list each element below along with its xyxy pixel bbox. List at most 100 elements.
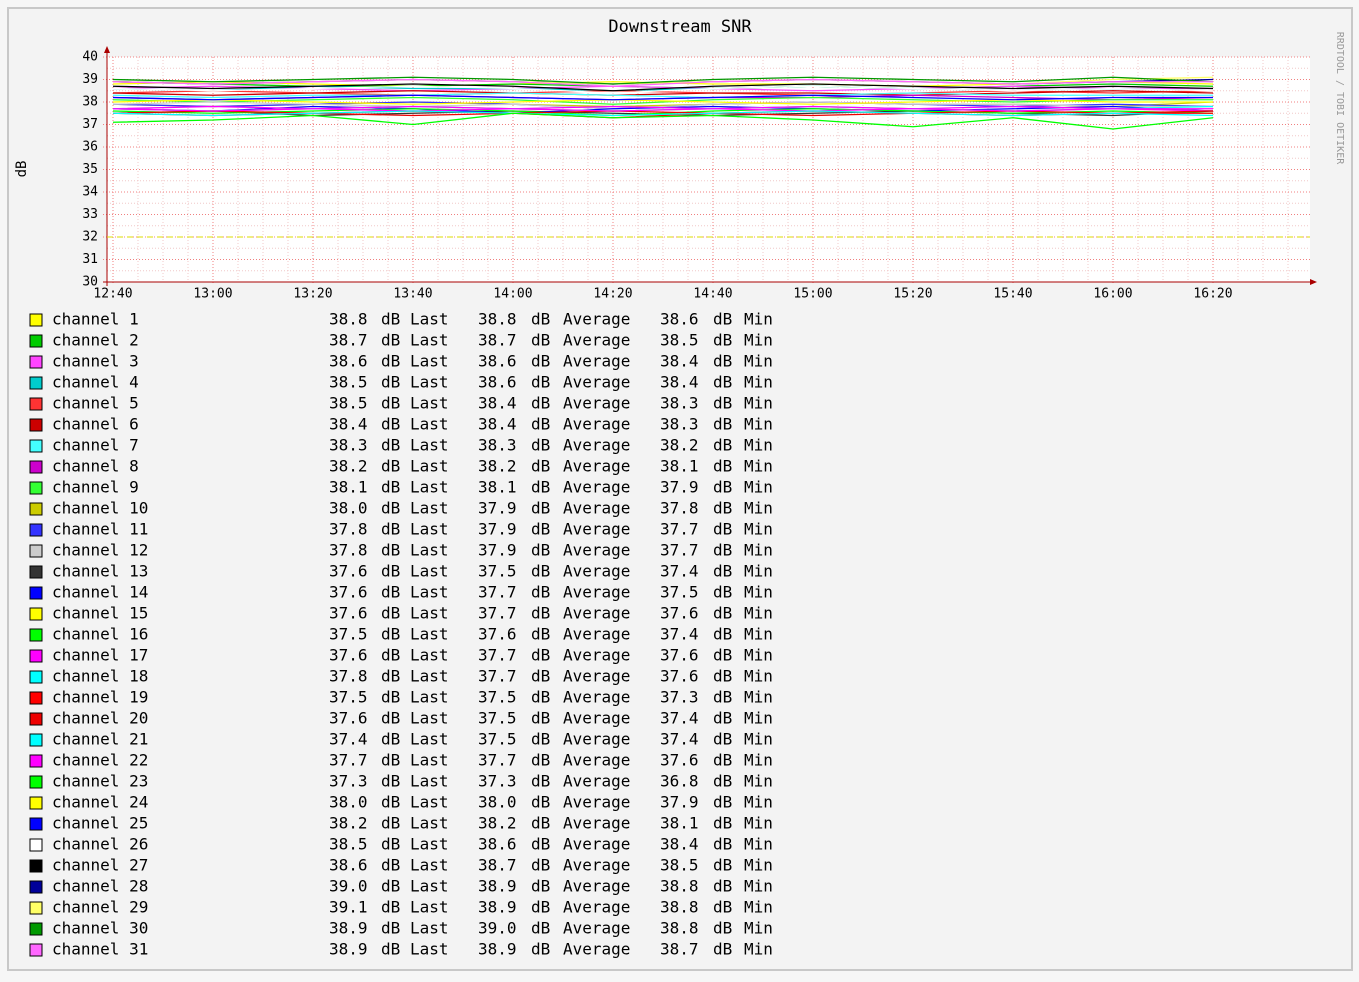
stat-value: 37.4	[329, 730, 368, 749]
series-line	[112, 85, 1214, 94]
stat-value: 37.5	[478, 730, 517, 749]
stat-value: 38.3	[660, 394, 699, 413]
stat-unit: dB	[531, 541, 550, 560]
stat-unit: dB	[531, 667, 550, 686]
stat-name: Min	[744, 814, 773, 833]
stat-value: 38.2	[478, 814, 517, 833]
stat-name: Average	[563, 394, 630, 413]
legend-label: channel 15	[52, 604, 148, 623]
stat-name: Min	[744, 520, 773, 539]
x-tick-label: 14:40	[693, 287, 732, 302]
stat-value: 37.9	[660, 478, 699, 497]
legend-swatch	[29, 565, 43, 579]
stat-value: 37.4	[660, 730, 699, 749]
x-tick-label: 15:40	[993, 287, 1032, 302]
stat-unit: dB	[531, 940, 550, 959]
stat-name: Min	[744, 415, 773, 434]
legend-swatch	[29, 460, 43, 474]
stat-unit: dB	[713, 814, 732, 833]
stat-unit: dB	[713, 856, 732, 875]
stat-name: Average	[563, 919, 630, 938]
legend-swatch	[29, 607, 43, 621]
stat-name: Average	[563, 541, 630, 560]
stat-name: Last	[410, 688, 449, 707]
x-tick-label: 14:00	[493, 287, 532, 302]
stat-value: 38.8	[329, 310, 368, 329]
stat-unit: dB	[531, 730, 550, 749]
stat-name: Last	[410, 835, 449, 854]
stat-name: Min	[744, 583, 773, 602]
stat-name: Last	[410, 646, 449, 665]
stat-name: Last	[410, 898, 449, 917]
legend-swatch	[29, 439, 43, 453]
legend-swatch	[29, 481, 43, 495]
legend-swatch	[29, 796, 43, 810]
stat-unit: dB	[531, 709, 550, 728]
stat-unit: dB	[713, 919, 732, 938]
stat-name: Average	[563, 835, 630, 854]
stat-unit: dB	[531, 877, 550, 896]
stat-unit: dB	[531, 919, 550, 938]
legend-label: channel 31	[52, 940, 148, 959]
stat-name: Min	[744, 709, 773, 728]
stat-unit: dB	[381, 856, 400, 875]
y-tick-label: 36	[82, 140, 98, 155]
stat-unit: dB	[381, 646, 400, 665]
stat-value: 38.9	[478, 877, 517, 896]
stat-value: 38.5	[660, 856, 699, 875]
stat-value: 37.7	[478, 604, 517, 623]
x-tick-label: 13:20	[293, 287, 332, 302]
stat-value: 38.1	[478, 478, 517, 497]
stat-unit: dB	[713, 898, 732, 917]
y-tick-label: 38	[82, 95, 98, 110]
stat-name: Last	[410, 373, 449, 392]
stat-name: Min	[744, 625, 773, 644]
stat-name: Average	[563, 667, 630, 686]
stat-unit: dB	[713, 373, 732, 392]
legend-label: channel 11	[52, 520, 148, 539]
stat-unit: dB	[381, 898, 400, 917]
stat-unit: dB	[531, 310, 550, 329]
stat-unit: dB	[381, 919, 400, 938]
stat-name: Average	[563, 373, 630, 392]
stat-unit: dB	[531, 331, 550, 350]
series-line	[112, 110, 1214, 117]
stat-name: Last	[410, 709, 449, 728]
stat-name: Min	[744, 835, 773, 854]
stat-unit: dB	[381, 751, 400, 770]
x-tick-label: 16:00	[1093, 287, 1132, 302]
y-tick-label: 31	[82, 252, 98, 267]
legend-label: channel 2	[52, 331, 139, 350]
legend-label: channel 25	[52, 814, 148, 833]
stat-value: 38.6	[329, 352, 368, 371]
stat-unit: dB	[531, 352, 550, 371]
legend-swatch	[29, 817, 43, 831]
stat-unit: dB	[381, 520, 400, 539]
stat-unit: dB	[381, 499, 400, 518]
stat-value: 38.6	[478, 373, 517, 392]
stat-name: Average	[563, 478, 630, 497]
stat-unit: dB	[531, 835, 550, 854]
stat-unit: dB	[381, 814, 400, 833]
stat-value: 37.5	[478, 562, 517, 581]
series-line	[112, 92, 1213, 99]
legend-label: channel 13	[52, 562, 148, 581]
stat-unit: dB	[531, 898, 550, 917]
stat-name: Min	[744, 919, 773, 938]
stat-value: 37.3	[478, 772, 517, 791]
stat-name: Last	[410, 940, 449, 959]
stat-name: Last	[410, 814, 449, 833]
stat-unit: dB	[381, 688, 400, 707]
legend-label: channel 30	[52, 919, 148, 938]
y-tick-label: 34	[82, 185, 98, 200]
stat-value: 37.6	[660, 604, 699, 623]
stat-value: 38.9	[329, 919, 368, 938]
legend-label: channel 9	[52, 478, 139, 497]
legend-label: channel 4	[52, 373, 139, 392]
stat-value: 37.3	[660, 688, 699, 707]
y-tick-label: 37	[82, 117, 98, 132]
stat-unit: dB	[713, 310, 732, 329]
stat-unit: dB	[713, 772, 732, 791]
stat-name: Last	[410, 457, 449, 476]
